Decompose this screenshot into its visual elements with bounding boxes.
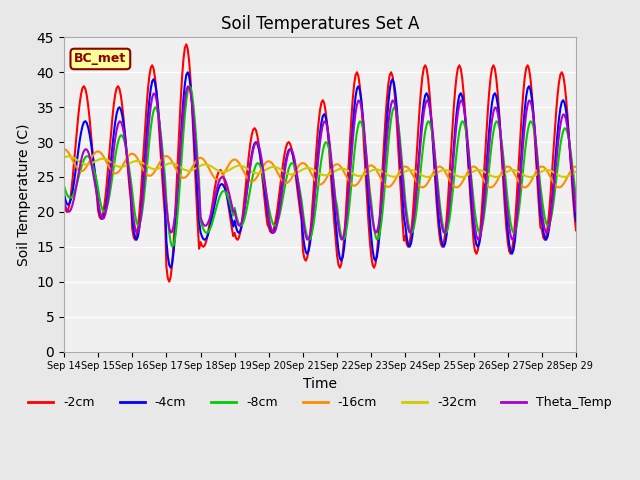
Line: -4cm: -4cm	[64, 72, 576, 268]
-16cm	[352, 182, 360, 188]
Theta_Temp	[156, 120, 163, 125]
-32cm	[76, 159, 83, 165]
-32cm	[381, 170, 389, 176]
X-axis label: Time: Time	[303, 377, 337, 391]
-8cm	[355, 122, 362, 128]
-2cm	[513, 202, 520, 208]
-16cm	[380, 181, 388, 187]
-4cm	[74, 148, 82, 154]
Theta_Temp	[60, 198, 68, 204]
-32cm	[513, 168, 520, 174]
-8cm	[372, 233, 380, 239]
-4cm	[355, 84, 362, 89]
Theta_Temp	[74, 172, 82, 178]
Text: BC_met: BC_met	[74, 52, 127, 65]
-16cm	[511, 171, 518, 177]
-32cm	[60, 155, 68, 160]
-32cm	[353, 173, 361, 179]
Theta_Temp	[184, 84, 191, 89]
-4cm	[572, 218, 580, 224]
-2cm	[182, 41, 190, 47]
-4cm	[60, 191, 68, 196]
Theta_Temp	[303, 237, 311, 242]
-2cm	[372, 261, 380, 267]
Theta_Temp	[383, 136, 390, 142]
-16cm	[60, 146, 68, 152]
Line: -32cm: -32cm	[64, 156, 576, 177]
-2cm	[74, 114, 82, 120]
Line: -16cm: -16cm	[64, 149, 576, 188]
-4cm	[156, 119, 163, 124]
-32cm	[424, 174, 432, 180]
-2cm	[383, 96, 390, 102]
Theta_Temp	[355, 97, 362, 103]
Legend: -2cm, -4cm, -8cm, -16cm, -32cm, Theta_Temp: -2cm, -4cm, -8cm, -16cm, -32cm, Theta_Te…	[23, 391, 617, 414]
Line: Theta_Temp: Theta_Temp	[64, 86, 576, 240]
-4cm	[167, 265, 175, 271]
-16cm	[572, 164, 580, 169]
-4cm	[383, 120, 390, 125]
Theta_Temp	[372, 229, 380, 235]
-32cm	[65, 154, 72, 159]
-2cm	[156, 129, 163, 134]
-16cm	[156, 160, 163, 166]
Theta_Temp	[513, 221, 520, 227]
Line: -8cm: -8cm	[64, 86, 576, 247]
-16cm	[419, 185, 426, 191]
Theta_Temp	[572, 208, 580, 214]
-8cm	[60, 183, 68, 189]
-2cm	[165, 279, 173, 285]
-32cm	[572, 168, 580, 174]
-2cm	[60, 201, 68, 207]
-2cm	[572, 228, 580, 233]
-32cm	[370, 167, 378, 172]
-8cm	[513, 225, 520, 230]
Title: Soil Temperatures Set A: Soil Temperatures Set A	[221, 15, 419, 33]
-8cm	[156, 118, 163, 124]
Y-axis label: Soil Temperature (C): Soil Temperature (C)	[17, 123, 31, 266]
-2cm	[355, 73, 362, 79]
-32cm	[157, 165, 164, 170]
-8cm	[383, 159, 390, 165]
-4cm	[372, 258, 380, 264]
-8cm	[74, 176, 82, 181]
-8cm	[186, 84, 193, 89]
-8cm	[572, 195, 580, 201]
Line: -2cm: -2cm	[64, 44, 576, 282]
-8cm	[168, 244, 176, 250]
-16cm	[369, 163, 376, 168]
-4cm	[184, 70, 191, 75]
-16cm	[74, 167, 82, 172]
-4cm	[513, 225, 520, 230]
